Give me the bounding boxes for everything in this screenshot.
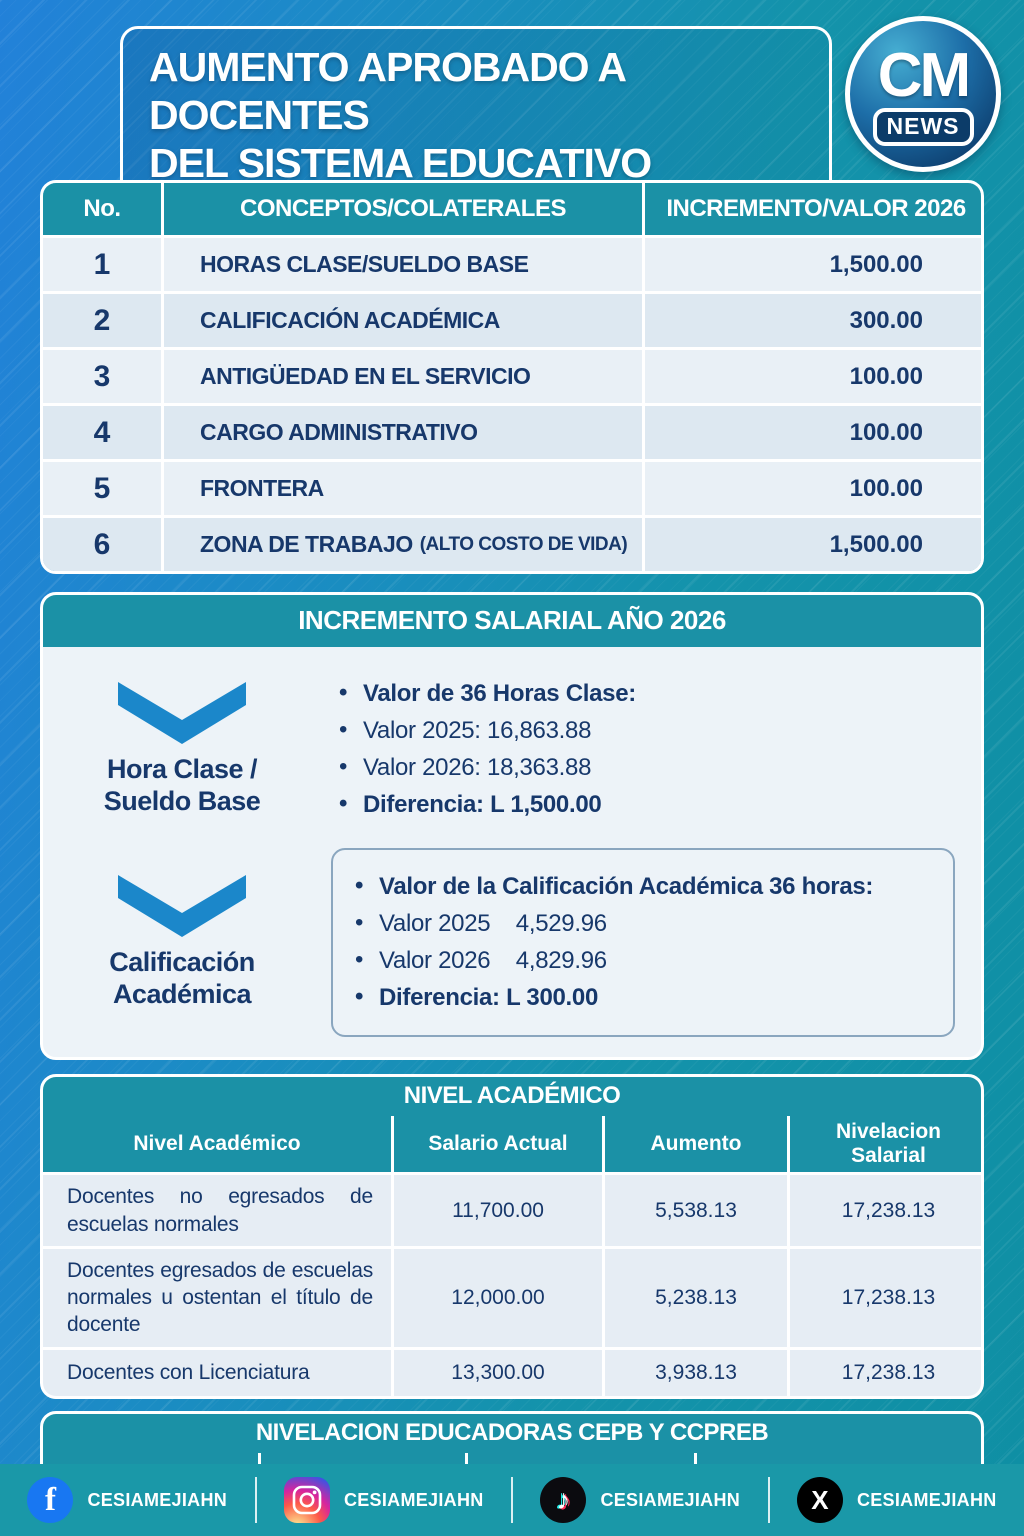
bullet-item: Valor 2025 4,529.96: [353, 909, 933, 938]
block-label-line1: Calificación: [109, 946, 255, 977]
increase-block-calificacion: Calificación Académica Valor de la Calif…: [61, 848, 955, 1037]
logo-news-badge: NEWS: [872, 107, 974, 146]
social-item-x[interactable]: X CESIAMEJIAHN: [796, 1477, 997, 1523]
concept-text: FRONTERA: [200, 475, 324, 501]
col-header-no: No.: [43, 183, 161, 235]
row-no: 5: [43, 462, 161, 515]
block-label-line2: Académica: [112, 978, 252, 1009]
social-item-tiktok[interactable]: ♪ CESIAMEJIAHN: [540, 1477, 740, 1523]
block-label-line1: Hora Clase /: [106, 753, 258, 784]
bullet-list: Valor de la Calificación Académica 36 ho…: [353, 872, 933, 1012]
bullet-item: Diferencia: L 1,500.00: [337, 790, 949, 819]
table-cell-leveled: 17,238.13: [790, 1349, 981, 1396]
row-value: 100.00: [645, 462, 981, 515]
section-title: NIVEL ACADÉMICO: [43, 1077, 981, 1116]
social-handle: CESIAMEJIAHN: [87, 1489, 228, 1510]
row-concept: CARGO ADMINISTRATIVO: [164, 406, 642, 459]
social-footer: f CESIAMEJIAHN CESIAMEJIAHN ♪ CESIAMEJIA…: [0, 1464, 1024, 1536]
row-no: 2: [43, 294, 161, 347]
col-header: Salario Actual: [394, 1116, 602, 1173]
facebook-icon: f: [27, 1477, 74, 1523]
bullet-item: Valor de 36 Horas Clase:: [337, 679, 949, 708]
block-label-line2: Sueldo Base: [103, 785, 261, 816]
tiktok-icon: ♪: [540, 1477, 587, 1523]
row-concept: ANTIGÜEDAD EN EL SERVICIO: [164, 350, 642, 403]
row-no: 6: [43, 518, 161, 571]
bullet-list: Valor de 36 Horas Clase: Valor 2025: 16,…: [337, 679, 949, 819]
table-cell-leveled: 17,238.13: [790, 1248, 981, 1347]
bullet-item: Valor 2026 4,829.96: [353, 946, 933, 975]
row-value: 300.00: [645, 294, 981, 347]
bullet-item: Valor 2026: 18,363.88: [337, 753, 949, 782]
page-title-line1: AUMENTO APROBADO A DOCENTES: [149, 44, 626, 138]
header: AUMENTO APROBADO A DOCENTES DEL SISTEMA …: [0, 0, 1024, 256]
row-value: 1,500.00: [645, 238, 981, 291]
row-no: 3: [43, 350, 161, 403]
bordered-detail-box: Valor de la Calificación Académica 36 ho…: [331, 848, 955, 1037]
table-cell-current: 12,000.00: [394, 1248, 602, 1347]
table-cell-increase: 3,938.13: [605, 1349, 787, 1396]
divider: [254, 1477, 257, 1523]
academic-level-table: NIVEL ACADÉMICO Nivel Académico Salario …: [40, 1074, 984, 1399]
divider: [767, 1477, 770, 1523]
col-header: Nivel Académico: [43, 1116, 391, 1173]
concepts-table: No. CONCEPTOS/COLATERALES INCREMENTO/VAL…: [40, 180, 984, 574]
concept-note: (ALTO COSTO DE VIDA): [419, 533, 628, 555]
concept-text: CALIFICACIÓN ACADÉMICA: [200, 307, 500, 333]
col-header-concept: CONCEPTOS/COLATERALES: [164, 183, 642, 235]
social-item-facebook[interactable]: f CESIAMEJIAHN: [27, 1477, 227, 1523]
chevron-down-icon: [118, 874, 246, 937]
row-concept: ZONA DE TRABAJO (ALTO COSTO DE VIDA): [164, 518, 642, 571]
salary-increase-section: INCREMENTO SALARIAL AÑO 2026 Hora Clase …: [40, 592, 984, 1060]
row-no: 1: [43, 238, 161, 291]
instagram-icon: [283, 1477, 330, 1523]
row-no: 4: [43, 406, 161, 459]
row-value: 1,500.00: [645, 518, 981, 571]
block-label: Hora Clase / Sueldo Base: [104, 754, 261, 818]
chevron-down-icon: [118, 681, 246, 744]
social-handle: CESIAMEJIAHN: [343, 1489, 484, 1510]
bullet-item: Valor de la Calificación Académica 36 ho…: [353, 872, 933, 901]
row-concept: CALIFICACIÓN ACADÉMICA: [164, 294, 642, 347]
logo-initials: CM: [877, 41, 971, 111]
col-header-value: INCREMENTO/VALOR 2026: [645, 183, 981, 235]
block-label: Calificación Académica: [109, 947, 255, 1011]
cm-news-logo-icon: CM NEWS: [845, 16, 1001, 172]
social-handle: CESIAMEJIAHN: [856, 1489, 997, 1510]
col-header: Aumento: [605, 1116, 787, 1173]
concept-text: CARGO ADMINISTRATIVO: [200, 419, 478, 445]
section-title: NIVELACION EDUCADORAS CEPB Y CCPREB: [43, 1413, 981, 1453]
social-item-instagram[interactable]: CESIAMEJIAHN: [283, 1477, 484, 1523]
concept-text: ANTIGÜEDAD EN EL SERVICIO: [200, 363, 531, 389]
bullet-item: Valor 2025: 16,863.88: [337, 716, 949, 745]
table-cell-level: Docentes egresados de escuelas normales …: [43, 1248, 391, 1347]
increase-block-hora-clase: Hora Clase / Sueldo Base Valor de 36 Hor…: [61, 661, 955, 838]
row-concept: HORAS CLASE/SUELDO BASE: [164, 238, 642, 291]
row-value: 100.00: [645, 350, 981, 403]
col-header: Nivelacion Salarial: [790, 1116, 981, 1173]
concept-text: ZONA DE TRABAJO: [200, 531, 413, 557]
bullet-item: Diferencia: L 300.00: [353, 983, 933, 1012]
section-title: INCREMENTO SALARIAL AÑO 2026: [43, 595, 981, 647]
concept-text: HORAS CLASE/SUELDO BASE: [200, 251, 529, 277]
table-cell-leveled: 17,238.13: [790, 1175, 981, 1246]
table-cell-current: 11,700.00: [394, 1175, 602, 1246]
x-icon: X: [796, 1477, 843, 1523]
table-cell-current: 13,300.00: [394, 1349, 602, 1396]
divider: [511, 1477, 513, 1523]
social-handle: CESIAMEJIAHN: [600, 1489, 741, 1510]
table-cell-increase: 5,538.13: [605, 1175, 787, 1246]
row-concept: FRONTERA: [164, 462, 642, 515]
row-value: 100.00: [645, 406, 981, 459]
table-cell-level: Docentes con Licenciatura: [43, 1349, 391, 1396]
table-cell-increase: 5,238.13: [605, 1248, 787, 1347]
table-cell-level: Docentes no egresados de escuelas normal…: [43, 1175, 391, 1246]
